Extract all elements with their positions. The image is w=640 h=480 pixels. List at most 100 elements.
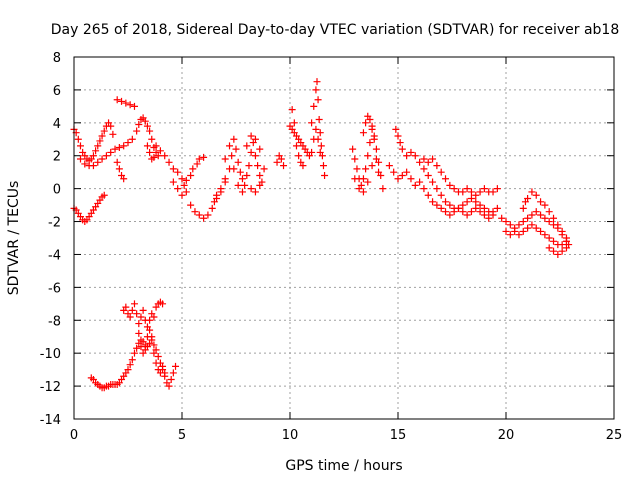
data-point: [154, 352, 162, 360]
data-point: [411, 152, 419, 160]
data-point: [532, 208, 540, 216]
data-point: [126, 313, 134, 321]
data-point: [429, 178, 437, 186]
data-point: [195, 211, 203, 219]
data-point: [454, 204, 462, 212]
data-point: [120, 175, 128, 183]
y-tick-label: 6: [53, 84, 61, 99]
data-point: [532, 191, 540, 199]
data-point: [375, 168, 383, 176]
data-point: [126, 101, 134, 109]
y-tick-label: -10: [40, 347, 61, 362]
data-point: [359, 188, 367, 196]
data-point: [314, 96, 322, 104]
data-point: [230, 135, 238, 143]
data-point: [156, 147, 164, 155]
x-tick-label: 15: [390, 428, 407, 443]
data-point: [398, 145, 406, 153]
data-point: [148, 333, 156, 341]
data-point: [124, 139, 132, 147]
data-point: [392, 125, 400, 133]
data-point: [241, 181, 249, 189]
x-axis-label: GPS time / hours: [285, 458, 402, 474]
data-point: [493, 204, 501, 212]
data-point: [359, 129, 367, 137]
data-point: [545, 234, 553, 242]
data-point: [189, 165, 197, 173]
axis-ticks: [73, 56, 615, 420]
data-point: [359, 175, 367, 183]
data-point: [128, 135, 136, 143]
data-point: [524, 224, 532, 232]
data-point: [118, 97, 126, 105]
data-point: [550, 237, 558, 245]
data-point: [120, 142, 128, 150]
data-point: [562, 244, 570, 252]
data-point: [141, 117, 149, 125]
data-point: [195, 155, 203, 163]
data-point: [313, 78, 321, 86]
data-point: [506, 221, 514, 229]
data-point: [178, 191, 186, 199]
data-point: [446, 211, 454, 219]
data-point: [208, 204, 216, 212]
data-point: [236, 168, 244, 176]
data-point: [256, 181, 264, 189]
data-point: [528, 211, 536, 219]
data-point: [172, 362, 180, 370]
data-point: [446, 201, 454, 209]
data-point: [109, 130, 117, 138]
data-point: [502, 218, 510, 226]
data-point: [150, 341, 158, 349]
data-point: [238, 175, 246, 183]
data-point: [115, 144, 123, 151]
data-point: [372, 155, 380, 163]
data-point: [193, 160, 201, 168]
data-point: [429, 198, 437, 206]
data-point: [308, 148, 316, 156]
data-point: [463, 198, 471, 206]
data-point: [450, 208, 458, 216]
data-point: [217, 188, 225, 196]
data-point: [420, 165, 428, 173]
data-point: [433, 201, 441, 209]
data-point: [316, 129, 324, 137]
data-point: [437, 191, 445, 199]
data-point: [515, 231, 523, 239]
data-point: [429, 155, 437, 163]
data-point: [524, 214, 532, 222]
grid: [74, 57, 614, 419]
data-point: [154, 152, 162, 160]
data-point: [550, 247, 558, 255]
data-point: [403, 168, 411, 176]
data-point: [353, 165, 361, 173]
data-point: [122, 99, 130, 107]
data-point: [416, 178, 424, 186]
data-point: [273, 158, 281, 166]
data-point: [459, 208, 467, 216]
data-point: [169, 165, 177, 173]
data-point: [407, 175, 415, 183]
data-point: [76, 155, 84, 163]
data-point: [167, 376, 175, 384]
data-point: [558, 241, 566, 249]
data-point: [459, 201, 467, 209]
y-tick-label: 0: [53, 183, 61, 198]
x-tick-label: 5: [178, 428, 186, 443]
data-point: [554, 250, 562, 258]
data-point: [102, 152, 110, 160]
data-point: [137, 343, 145, 351]
data-point: [161, 152, 169, 160]
data-point: [411, 181, 419, 189]
data-point: [442, 175, 450, 183]
data-point: [545, 218, 553, 226]
data-point: [74, 135, 82, 143]
data-point: [493, 185, 501, 193]
data-point: [541, 214, 549, 222]
data-point: [537, 198, 545, 206]
data-point: [107, 122, 115, 130]
data-point: [442, 198, 450, 206]
data-point: [545, 208, 553, 216]
data-point: [398, 171, 406, 179]
data-point: [251, 188, 259, 196]
